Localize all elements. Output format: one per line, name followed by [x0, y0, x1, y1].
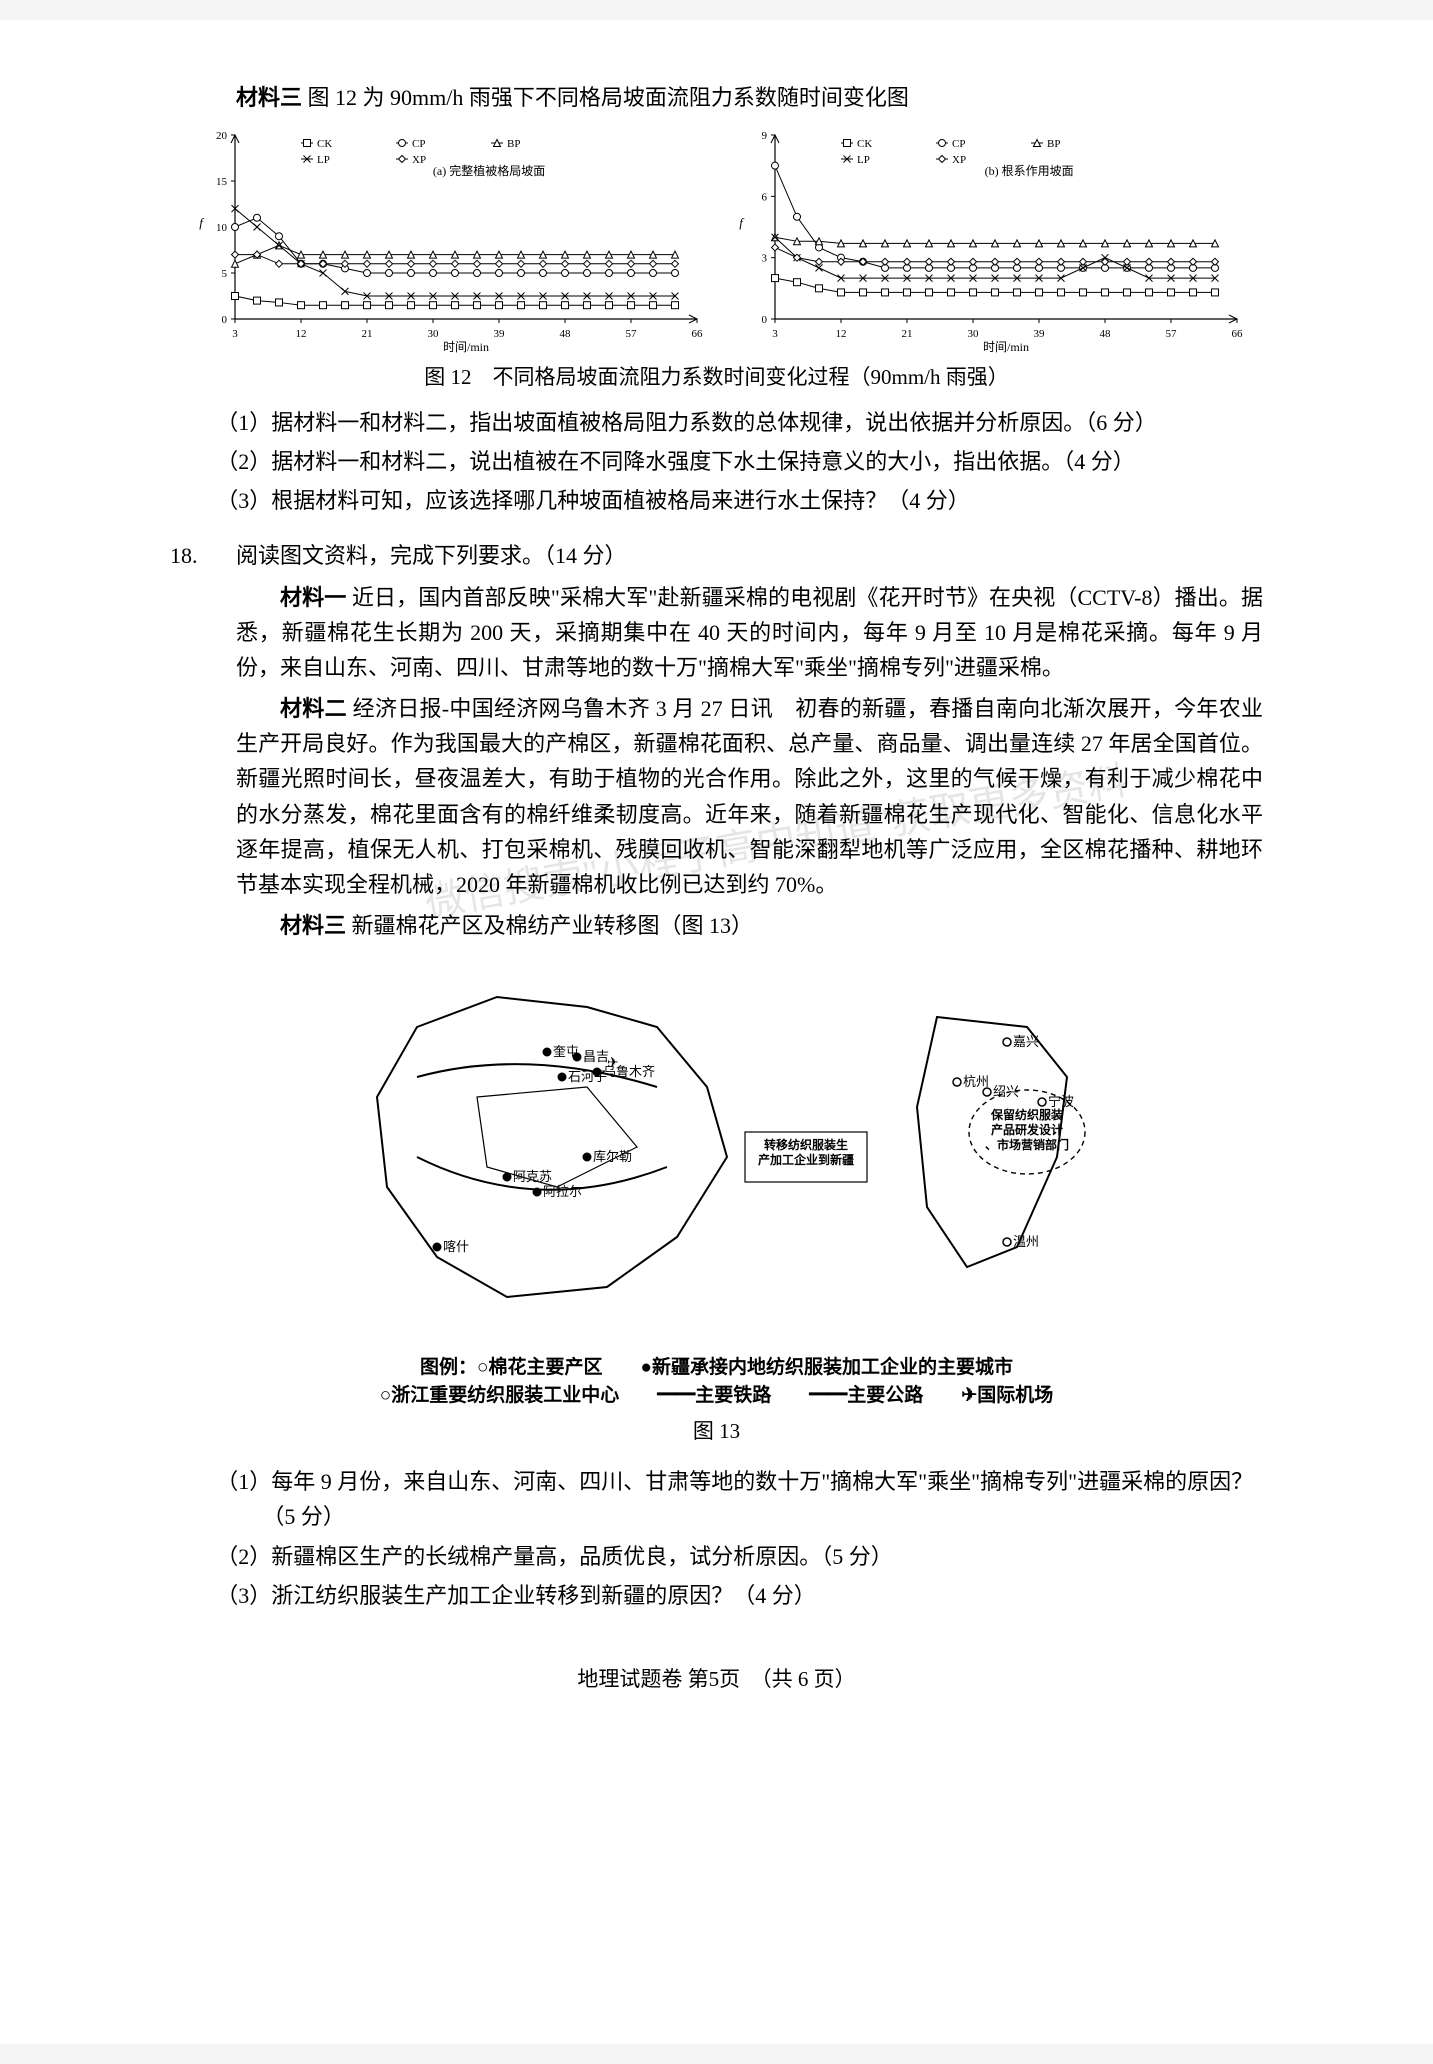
svg-text:3: 3: [232, 328, 238, 340]
svg-text:12: 12: [295, 328, 306, 340]
material3-caption: 图 12 为 90mm/h 雨强下不同格局坡面流阻力系数随时间变化图: [308, 85, 909, 110]
svg-text:、市场营销部门: 、市场营销部门: [984, 1137, 1068, 1152]
svg-text:0: 0: [761, 314, 767, 326]
svg-text:0: 0: [221, 314, 227, 326]
chart-a: 3 12 21 30 39 48 57 66 0 5 10 15 20 时间/min f CK CP BP LP XP…: [187, 125, 707, 355]
q18-num: 18.: [170, 538, 236, 573]
svg-text:库尔勒: 库尔勒: [593, 1149, 632, 1164]
legend-line1: 图例：○棉花主要产区 ●新疆承接内地纺织服装加工企业的主要城市: [420, 1357, 1013, 1378]
page-footer: 地理试题卷 第5页 （共 6 页）: [170, 1663, 1263, 1697]
svg-text:5: 5: [221, 268, 227, 280]
svg-text:3: 3: [772, 328, 778, 340]
fig13-caption: 图 13: [327, 1415, 1107, 1449]
legend-line2: ○浙江重要纺织服装工业中心 ━━主要铁路 ━━主要公路 ✈国际机场: [380, 1385, 1053, 1406]
svg-text:XP: XP: [952, 154, 966, 166]
map-area: 奎屯昌吉乌鲁木齐石河子库尔勒阿克苏阿拉尔喀什✈转移纺织服装生产加工企业到新疆嘉兴…: [170, 957, 1263, 1458]
svg-text:f: f: [199, 215, 205, 230]
svg-text:f: f: [739, 215, 745, 230]
svg-text:12: 12: [835, 328, 846, 340]
q18-m3-text: 新疆棉花产区及棉纺产业转移图（图 13）: [352, 913, 754, 938]
svg-text:产加工企业到新疆: 产加工企业到新疆: [757, 1152, 853, 1167]
svg-text:10: 10: [216, 222, 228, 234]
q18: 18. 阅读图文资料，完成下列要求。（14 分） 材料一 近日，国内首部反映"采…: [170, 538, 1263, 1613]
svg-text:6: 6: [761, 192, 767, 204]
q17-2: （2）据材料一和材料二，说出植被在不同降水强度下水土保持意义的大小，指出依据。（…: [218, 444, 1263, 479]
svg-text:20: 20: [216, 130, 228, 142]
svg-text:48: 48: [559, 328, 571, 340]
svg-text:30: 30: [427, 328, 439, 340]
q18-m1-text: 近日，国内首部反映"采棉大军"赴新疆采棉的电视剧《花开时节》在央视（CCTV-8…: [236, 585, 1263, 680]
q18-m3-block: 材料三 新疆棉花产区及棉纺产业转移图（图 13）: [236, 908, 1263, 943]
svg-text:39: 39: [1033, 328, 1045, 340]
svg-text:宁波: 宁波: [1048, 1094, 1074, 1109]
svg-text:3: 3: [761, 253, 767, 265]
svg-text:CP: CP: [412, 138, 425, 150]
q17-1: （1）据材料一和材料二，指出坡面植被格局阻力系数的总体规律，说出依据并分析原因。…: [218, 405, 1263, 440]
q18-m1-block: 材料一 近日，国内首部反映"采棉大军"赴新疆采棉的电视剧《花开时节》在央视（CC…: [236, 580, 1263, 686]
svg-text:✈: ✈: [607, 1056, 619, 1071]
q18-1: （1）每年 9 月份，来自山东、河南、四川、甘肃等地的数十万"摘棉大军"乘坐"摘…: [218, 1464, 1263, 1534]
map-legend: 图例：○棉花主要产区 ●新疆承接内地纺织服装加工企业的主要城市 ○浙江重要纺织服…: [327, 1354, 1107, 1411]
svg-text:57: 57: [625, 328, 637, 340]
svg-text:BP: BP: [1047, 138, 1060, 150]
svg-text:昌吉: 昌吉: [583, 1049, 609, 1064]
svg-text:39: 39: [493, 328, 505, 340]
svg-text:BP: BP: [507, 138, 520, 150]
svg-text:(a) 完整植被格局坡面: (a) 完整植被格局坡面: [432, 163, 544, 178]
material3-label: 材料三: [236, 85, 302, 110]
svg-text:XP: XP: [412, 154, 426, 166]
svg-text:CK: CK: [857, 138, 872, 150]
q18-head-text: 阅读图文资料，完成下列要求。（14 分）: [236, 538, 627, 573]
svg-text:转移纺织服装生: 转移纺织服装生: [763, 1137, 847, 1152]
svg-text:杭州: 杭州: [963, 1074, 989, 1089]
svg-text:LP: LP: [317, 154, 330, 166]
svg-text:66: 66: [691, 328, 703, 340]
svg-text:保留纺织服装: 保留纺织服装: [989, 1107, 1062, 1122]
svg-text:时间/min: 时间/min: [442, 340, 488, 354]
map-fig13: 奎屯昌吉乌鲁木齐石河子库尔勒阿克苏阿拉尔喀什✈转移纺织服装生产加工企业到新疆嘉兴…: [327, 957, 1107, 1337]
q18-m2-text: 经济日报-中国经济网乌鲁木齐 3 月 27 日讯 初春的新疆，春播自南向北渐次展…: [236, 696, 1263, 897]
q18-m1-label: 材料一: [280, 585, 346, 610]
q18-header: 18. 阅读图文资料，完成下列要求。（14 分）: [170, 538, 1263, 573]
svg-text:21: 21: [901, 328, 912, 340]
q18-m2-block: 材料二 经济日报-中国经济网乌鲁木齐 3 月 27 日讯 初春的新疆，春播自南向…: [236, 691, 1263, 902]
svg-text:(b) 根系作用坡面: (b) 根系作用坡面: [984, 164, 1073, 178]
chart-row: 31221303948576605101520时间/minfCKCPBPLPXP…: [170, 125, 1263, 355]
svg-text:CK: CK: [317, 138, 332, 150]
svg-text:LP: LP: [857, 154, 870, 166]
q17-3: （3）根据材料可知，应该选择哪几种坡面植被格局来进行水土保持？（4 分）: [218, 483, 1263, 518]
q18-m2-label: 材料二: [280, 696, 347, 721]
svg-text:石河子: 石河子: [568, 1069, 607, 1084]
svg-text:时间/min: 时间/min: [982, 340, 1028, 354]
q18-m3-label: 材料三: [280, 913, 346, 938]
svg-text:66: 66: [1231, 328, 1243, 340]
chart-b: 3122130394857660369时间/minfCKCPBPLPXP(b) …: [727, 125, 1247, 355]
svg-text:30: 30: [967, 328, 979, 340]
svg-text:阿克苏: 阿克苏: [513, 1169, 552, 1184]
q18-3: （3）浙江纺织服装生产加工企业转移到新疆的原因？（4 分）: [218, 1578, 1263, 1613]
material3-line: 材料三 图 12 为 90mm/h 雨强下不同格局坡面流阻力系数随时间变化图: [170, 80, 1263, 115]
svg-text:嘉兴: 嘉兴: [1013, 1034, 1039, 1049]
exam-page: 微信搜索"小程子高中知道"获取更多资料 材料三 图 12 为 90mm/h 雨强…: [0, 20, 1433, 2044]
svg-text:57: 57: [1165, 328, 1177, 340]
svg-text:CP: CP: [952, 138, 965, 150]
svg-text:9: 9: [761, 130, 767, 142]
svg-text:温州: 温州: [1013, 1234, 1039, 1249]
svg-text:绍兴: 绍兴: [993, 1084, 1019, 1099]
svg-text:阿拉尔: 阿拉尔: [543, 1184, 582, 1199]
svg-text:48: 48: [1099, 328, 1111, 340]
svg-text:15: 15: [216, 176, 228, 188]
svg-text:喀什: 喀什: [443, 1239, 469, 1254]
svg-text:产品研发设计: 产品研发设计: [990, 1122, 1062, 1137]
svg-text:21: 21: [361, 328, 372, 340]
q18-2: （2）新疆棉区生产的长绒棉产量高，品质优良，试分析原因。（5 分）: [218, 1539, 1263, 1574]
fig12-caption: 图 12 不同格局坡面流阻力系数时间变化过程（90mm/h 雨强）: [170, 361, 1263, 395]
